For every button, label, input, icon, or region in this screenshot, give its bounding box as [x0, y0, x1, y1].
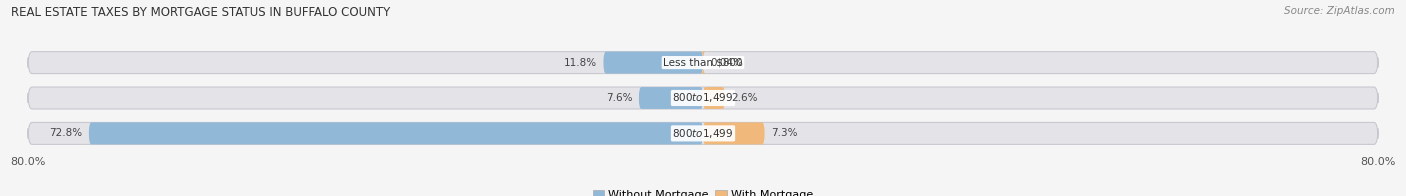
Text: Source: ZipAtlas.com: Source: ZipAtlas.com	[1284, 6, 1395, 16]
Legend: Without Mortgage, With Mortgage: Without Mortgage, With Mortgage	[588, 185, 818, 196]
Text: $800 to $1,499: $800 to $1,499	[672, 92, 734, 104]
Text: 2.6%: 2.6%	[731, 93, 758, 103]
Text: 11.8%: 11.8%	[564, 58, 596, 68]
Text: 0.04%: 0.04%	[710, 58, 742, 68]
FancyBboxPatch shape	[703, 122, 765, 144]
FancyBboxPatch shape	[638, 87, 703, 109]
FancyBboxPatch shape	[28, 52, 1378, 74]
FancyBboxPatch shape	[700, 52, 706, 74]
FancyBboxPatch shape	[89, 122, 703, 144]
FancyBboxPatch shape	[28, 87, 1378, 109]
FancyBboxPatch shape	[703, 87, 725, 109]
Text: $800 to $1,499: $800 to $1,499	[672, 127, 734, 140]
Text: Less than $800: Less than $800	[664, 58, 742, 68]
FancyBboxPatch shape	[603, 52, 703, 74]
Text: REAL ESTATE TAXES BY MORTGAGE STATUS IN BUFFALO COUNTY: REAL ESTATE TAXES BY MORTGAGE STATUS IN …	[11, 6, 391, 19]
Text: 7.6%: 7.6%	[606, 93, 633, 103]
FancyBboxPatch shape	[28, 122, 1378, 144]
Text: 72.8%: 72.8%	[49, 128, 82, 138]
Text: 7.3%: 7.3%	[772, 128, 797, 138]
